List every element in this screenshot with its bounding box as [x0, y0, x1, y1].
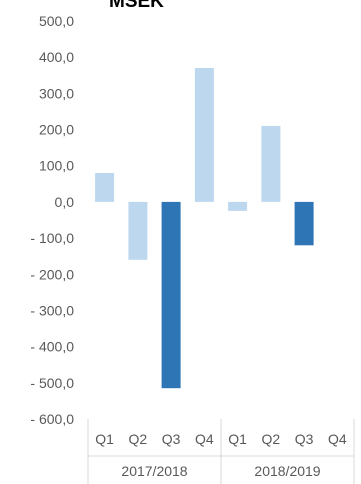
y-tick-label: 200,0	[39, 122, 74, 138]
bars	[95, 68, 314, 389]
bar	[194, 68, 214, 202]
x-tick-label: Q4	[328, 431, 347, 447]
y-tick-label: - 100,0	[30, 230, 74, 246]
y-tick-label: 100,0	[39, 158, 74, 174]
x-group-label: 2018/2019	[254, 463, 320, 479]
x-tick-label: Q1	[228, 431, 247, 447]
y-axis-labels: 500,0 400,0 300,0 200,0 100,0 0,0 - 100,0 - 200…	[30, 13, 74, 427]
y-tick-label: - 200,0	[30, 266, 74, 282]
x-group-label: 2017/2018	[121, 463, 187, 479]
y-tick-label: - 300,0	[30, 302, 74, 318]
x-tick-label: Q4	[195, 431, 214, 447]
y-tick-label: - 600,0	[30, 411, 74, 427]
x-tick-label: Q2	[129, 431, 148, 447]
x-tick-label: Q3	[295, 431, 314, 447]
bar	[228, 201, 248, 211]
bar	[128, 201, 148, 260]
bar	[261, 125, 281, 202]
x-axis: Q1 Q2 Q3 Q4 Q1 Q2 Q3 Q4 2017/2018 2018/2019	[87, 419, 355, 484]
x-tick-label: Q2	[262, 431, 281, 447]
y-tick-label: - 400,0	[30, 339, 74, 355]
y-tick-label: 300,0	[39, 85, 74, 101]
y-tick-label: 500,0	[39, 13, 74, 29]
y-tick-label: - 500,0	[30, 375, 74, 391]
x-tick-label: Q3	[162, 431, 181, 447]
x-tick-label: Q1	[95, 431, 114, 447]
chart-title: MSEK	[109, 0, 164, 12]
y-tick-label: 0,0	[55, 194, 75, 210]
bar	[95, 173, 115, 202]
y-tick-label: 400,0	[39, 49, 74, 65]
bar	[294, 201, 314, 246]
bar	[161, 201, 181, 389]
